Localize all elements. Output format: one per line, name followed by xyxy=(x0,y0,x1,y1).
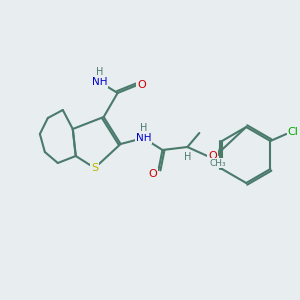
Text: H: H xyxy=(96,67,103,77)
Text: H: H xyxy=(140,123,147,133)
Text: NH: NH xyxy=(136,133,151,143)
Text: O: O xyxy=(148,169,157,179)
Text: O: O xyxy=(208,151,217,161)
Text: O: O xyxy=(137,80,146,90)
Text: H: H xyxy=(184,152,191,162)
Text: NH: NH xyxy=(92,77,107,87)
Text: CH₃: CH₃ xyxy=(210,158,226,167)
Text: S: S xyxy=(91,163,98,173)
Text: Cl: Cl xyxy=(288,127,299,137)
